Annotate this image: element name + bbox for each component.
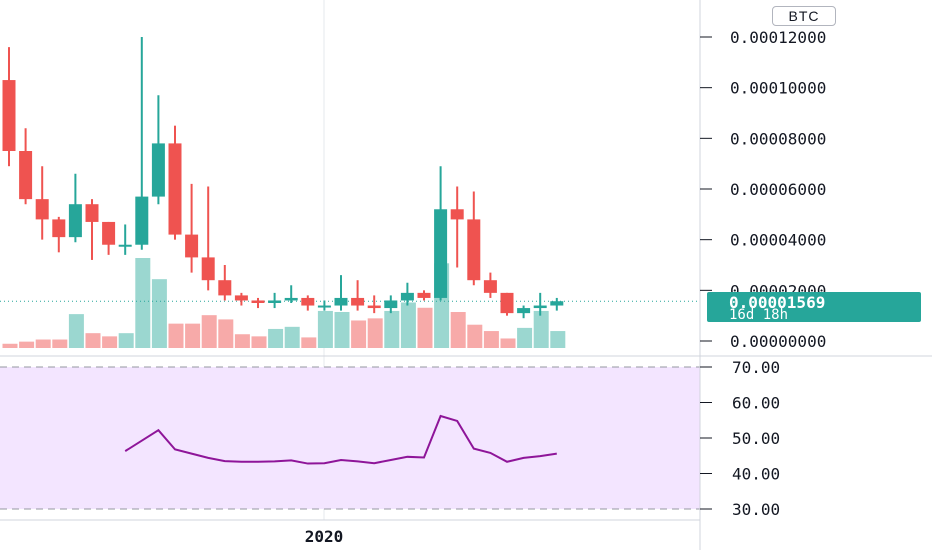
price-tick-label: 0.00006000 [730, 180, 826, 199]
volume-bar [467, 324, 483, 348]
volume-bar [500, 338, 516, 348]
volume-bar [483, 331, 499, 348]
candle-body [533, 305, 547, 309]
candle-body [85, 204, 99, 222]
volume-bar [251, 336, 267, 348]
candle-body [450, 209, 464, 220]
volume-bar [201, 315, 217, 348]
volume-bar [102, 336, 118, 348]
bar-countdown: 16d 18h [729, 307, 789, 323]
rsi-line [124, 414, 557, 465]
candle-body [2, 80, 16, 151]
candle-body [367, 305, 381, 309]
candle-body [234, 295, 248, 301]
volume-bar [301, 337, 317, 348]
rsi-layer [0, 366, 700, 510]
price-tick-label: 0.00004000 [730, 231, 826, 250]
volume-bar [268, 328, 284, 348]
volume-bar [68, 314, 84, 348]
candle-body [384, 300, 398, 309]
price-tick-label: 0.00010000 [730, 79, 826, 98]
candle-body [168, 143, 182, 235]
rsi-tick-label: 30.00 [732, 500, 780, 519]
last-price-value: 0.00001569 [729, 293, 826, 312]
volume-bar [334, 312, 350, 348]
volume-layer [2, 258, 566, 348]
rsi-band [0, 367, 700, 509]
volume-bar [35, 339, 51, 348]
candle-body [201, 257, 215, 281]
rsi-tick-label: 50.00 [732, 429, 780, 448]
price-tick-label: 0.00012000 [730, 28, 826, 47]
candle-body [218, 280, 232, 296]
candle-body [185, 234, 199, 258]
candle-body [517, 308, 531, 314]
volume-bar [384, 310, 400, 348]
volume-bar [19, 341, 35, 348]
volume-bar [151, 279, 167, 348]
volume-bar [2, 343, 18, 348]
volume-bar [185, 323, 201, 348]
volume-bar [85, 333, 101, 348]
candle-body [52, 219, 66, 238]
currency-badge[interactable]: BTC [772, 6, 836, 26]
candle-body [68, 204, 82, 238]
candle-body [483, 280, 497, 293]
candle-body [400, 292, 414, 301]
candle-body [467, 219, 481, 281]
volume-bar [284, 326, 300, 348]
volume-bar [367, 318, 383, 348]
volume-bar [135, 258, 151, 348]
volume-bar [168, 323, 184, 348]
volume-bar [417, 307, 433, 348]
volume-bar [450, 312, 466, 348]
price-tick-label: 0.00000000 [730, 332, 826, 351]
candles-layer [0, 37, 700, 319]
price-tick-label: 0.00008000 [730, 129, 826, 148]
volume-bar [533, 310, 549, 348]
volume-bar [400, 302, 416, 348]
volume-bar [218, 319, 234, 348]
last-price-tag: 0.00001569 16d 18h [707, 292, 921, 323]
candle-body [500, 292, 514, 314]
candle-body [301, 297, 315, 306]
volume-bar [517, 327, 533, 348]
candle-body [135, 196, 149, 245]
x-tick-label: 2020 [305, 527, 344, 546]
candle-body [550, 301, 564, 306]
candle-body [118, 244, 132, 247]
candle-body [317, 305, 331, 308]
volume-bar [317, 310, 333, 348]
candle-body [334, 297, 348, 306]
candle-body [151, 143, 165, 197]
rsi-tick-label: 70.00 [732, 358, 780, 377]
volume-bar [351, 320, 367, 348]
candle-body [268, 300, 282, 303]
rsi-tick-label: 60.00 [732, 394, 780, 413]
candle-body [351, 297, 365, 306]
candle-body [251, 300, 265, 303]
candle-body [102, 221, 116, 245]
candle-body [19, 151, 33, 200]
candle-body [35, 199, 49, 220]
volume-bar [118, 333, 134, 348]
rsi-tick-label: 40.00 [732, 465, 780, 484]
volume-bar [550, 331, 566, 348]
candle-body [417, 292, 431, 298]
candle-body [284, 297, 298, 301]
volume-bar [234, 334, 250, 348]
volume-bar [52, 339, 68, 348]
candle-body [434, 209, 448, 298]
